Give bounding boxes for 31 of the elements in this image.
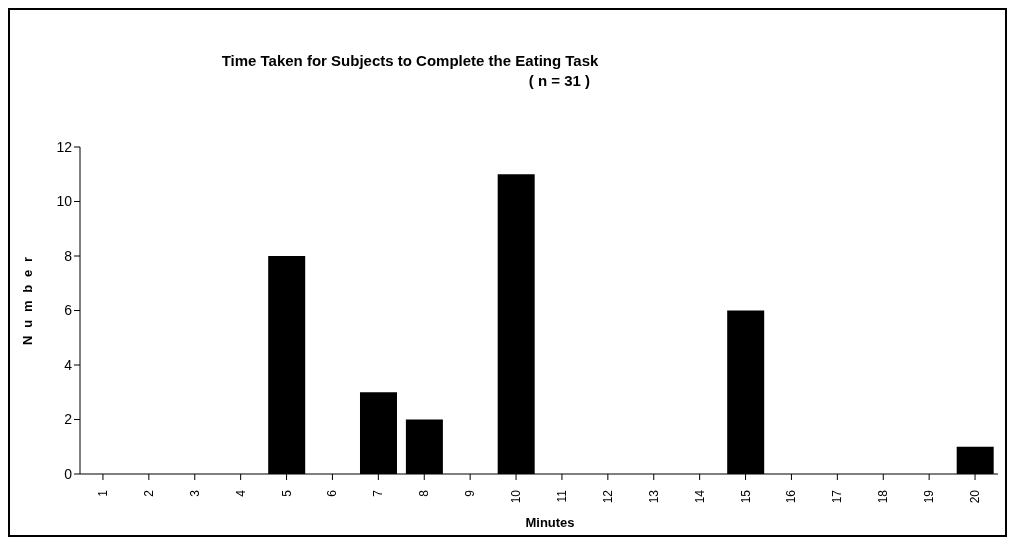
y-tick-label: 8 <box>64 247 73 264</box>
x-tick-label: 9 <box>463 489 478 497</box>
x-tick-label: 4 <box>233 489 248 497</box>
y-tick-label: 4 <box>64 356 73 373</box>
x-tick-label: 1 <box>95 489 110 497</box>
x-tick-label: 11 <box>554 489 569 503</box>
x-tick-label: 16 <box>784 489 799 504</box>
y-tick-label: 10 <box>56 193 73 210</box>
x-tick-label: 6 <box>325 489 340 497</box>
x-tick-label: 2 <box>141 489 156 497</box>
x-tick-label: 17 <box>830 489 845 504</box>
y-tick-label: 2 <box>64 411 73 428</box>
x-tick-label: 13 <box>646 489 661 504</box>
x-tick-label: 15 <box>738 489 753 504</box>
y-tick-label: 12 <box>56 138 73 155</box>
y-axis-title: Number <box>20 249 35 345</box>
x-tick-label: 18 <box>876 489 891 504</box>
x-tick-label: 3 <box>187 489 202 497</box>
y-tick-label: 0 <box>64 465 73 482</box>
x-tick-label: 12 <box>600 489 615 504</box>
x-axis-title: Minutes <box>524 515 576 530</box>
y-tick-label: 6 <box>64 302 73 319</box>
x-tick-label: 14 <box>692 489 707 504</box>
x-tick-label: 20 <box>968 489 983 504</box>
x-tick-label: 7 <box>371 489 386 497</box>
chart-title: Time Taken for Subjects to Complete the Eating Task <box>220 52 600 69</box>
x-tick-label: 10 <box>509 489 524 504</box>
x-tick-label: 5 <box>279 489 294 497</box>
chart-subtitle: ( n = 31 ) <box>528 72 591 89</box>
x-tick-label: 19 <box>922 489 937 504</box>
x-tick-label: 8 <box>417 489 432 497</box>
